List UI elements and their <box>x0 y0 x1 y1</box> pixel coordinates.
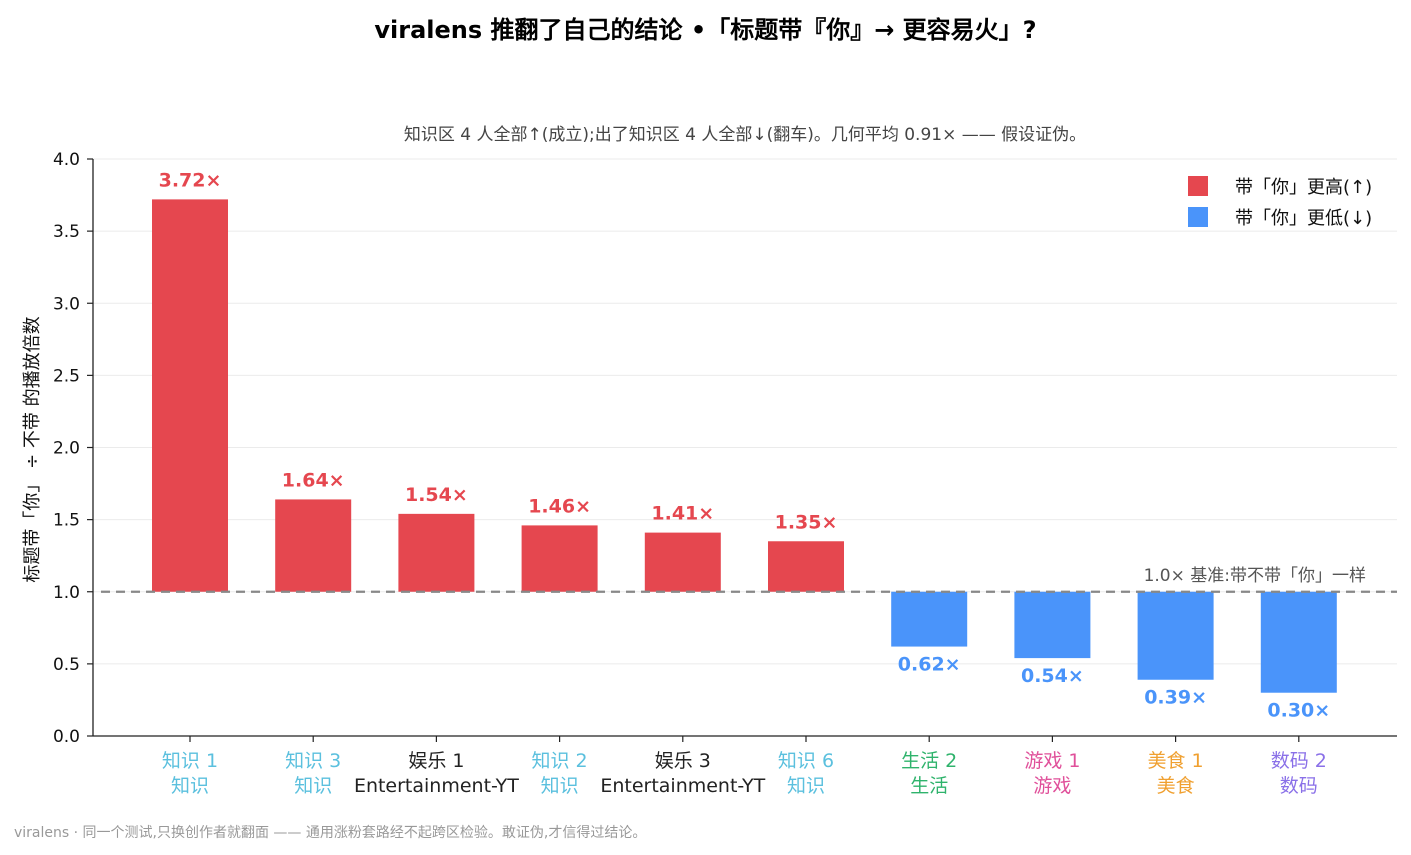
value-label: 0.30× <box>1267 700 1330 722</box>
y-tick-label: 3.0 <box>53 294 80 314</box>
x-tick-label: 数码 2 <box>1271 750 1327 772</box>
bar <box>1014 591 1091 659</box>
x-tick-label: 知识 3 <box>285 750 341 772</box>
x-tick-label: 娱乐 3 <box>655 750 711 772</box>
bar <box>398 513 475 592</box>
x-tick-group-label: Entertainment-YT <box>600 775 765 797</box>
y-axis-label: 标题带「你」 ÷ 不带 的播放倍数 <box>22 316 43 582</box>
x-tick-label: 知识 6 <box>778 750 834 772</box>
legend-swatch <box>1188 207 1208 227</box>
y-tick-label: 1.5 <box>53 511 80 531</box>
legend-label: 带「你」更高(↑) <box>1235 177 1372 198</box>
footer-note: viralens · 同一个测试,只换创作者就翻面 —— 通用涨粉套路经不起跨区… <box>14 825 647 841</box>
y-tick-label: 2.5 <box>53 366 80 386</box>
x-tick-label: 知识 2 <box>532 750 588 772</box>
x-tick-group-label: 美食 <box>1157 775 1195 797</box>
bar <box>275 499 352 592</box>
value-label: 0.39× <box>1144 687 1207 709</box>
x-tick-group-label: 知识 <box>294 775 332 797</box>
x-tick-group-label: 知识 <box>787 775 825 797</box>
value-label: 1.41× <box>651 503 714 525</box>
value-label: 0.62× <box>898 654 961 676</box>
x-tick-group-label: 生活 <box>910 775 948 797</box>
legend-swatch <box>1188 176 1208 196</box>
y-tick-label: 1.0 <box>53 583 80 603</box>
x-tick-group-label: 知识 <box>541 775 579 797</box>
y-tick-label: 4.0 <box>53 150 80 170</box>
value-label: 1.35× <box>775 511 838 533</box>
x-tick-group-label: 数码 <box>1280 775 1318 797</box>
y-tick-label: 0.5 <box>53 655 80 675</box>
bar <box>768 541 844 592</box>
bar <box>891 591 968 647</box>
baseline-label: 1.0× 基准:带不带「你」一样 <box>1144 566 1366 586</box>
bar <box>1260 591 1337 693</box>
value-label: 1.54× <box>405 484 468 506</box>
x-tick-label: 游戏 1 <box>1024 750 1080 772</box>
chart-title: viralens 推翻了自己的结论 •「标题带『你』→ 更容易火」? <box>374 16 1037 44</box>
x-tick-group-label: 游戏 <box>1033 775 1071 797</box>
y-tick-label: 3.5 <box>53 222 80 242</box>
y-tick-label: 2.0 <box>53 439 80 459</box>
x-tick-label: 美食 1 <box>1148 750 1204 772</box>
x-tick-group-label: 知识 <box>171 775 209 797</box>
x-tick-label: 生活 2 <box>901 750 957 772</box>
bar <box>644 532 721 592</box>
bar <box>1137 591 1214 680</box>
legend-label: 带「你」更低(↓) <box>1235 208 1372 229</box>
x-tick-group-label: Entertainment-YT <box>354 775 519 797</box>
chart-subtitle: 知识区 4 人全部↑(成立);出了知识区 4 人全部↓(翻车)。几何平均 0.9… <box>403 125 1087 145</box>
value-label: 1.64× <box>282 469 345 491</box>
value-label: 3.72× <box>159 169 222 191</box>
x-tick-label: 知识 1 <box>162 750 218 772</box>
bar <box>152 199 228 592</box>
y-tick-label: 0.0 <box>53 727 80 747</box>
bar <box>521 525 598 592</box>
x-tick-label: 娱乐 1 <box>408 750 464 772</box>
value-label: 1.46× <box>528 495 591 517</box>
value-label: 0.54× <box>1021 665 1084 687</box>
